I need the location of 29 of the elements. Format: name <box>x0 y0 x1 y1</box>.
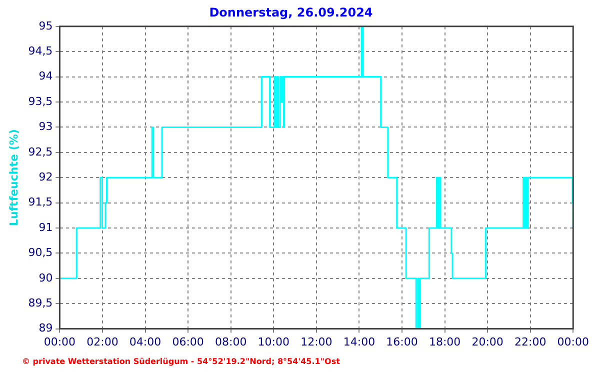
y-tick-label: 93,5 <box>28 94 53 108</box>
y-axis-title: Luftfeuchte (%) <box>7 129 20 226</box>
x-tick-label: 08:00 <box>214 335 247 348</box>
x-tick-label: 12:00 <box>300 335 332 348</box>
y-tick-label: 89,5 <box>28 296 53 310</box>
y-tick-label: 90 <box>38 271 53 284</box>
x-tick-label: 14:00 <box>343 335 376 348</box>
x-tick-label: 00:00 <box>44 335 76 348</box>
x-tick-label: 06:00 <box>172 335 204 348</box>
y-tick-label: 91,5 <box>28 196 53 209</box>
y-tick-label: 89 <box>38 322 53 335</box>
chart-title: Donnerstag, 26.09.2024 <box>209 5 373 20</box>
x-tick-label: 16:00 <box>386 335 418 348</box>
y-tick-label: 94 <box>38 70 53 83</box>
x-tick-label: 10:00 <box>258 335 290 348</box>
y-tick-label: 93 <box>38 120 53 134</box>
y-tick-label: 92 <box>38 170 53 184</box>
y-tick-label: 90,5 <box>28 246 53 260</box>
x-tick-label: 20:00 <box>472 335 504 348</box>
x-tick-label: 22:00 <box>514 335 546 348</box>
y-tick-label: 92,5 <box>28 145 53 158</box>
x-tick-label: 18:00 <box>428 335 461 348</box>
x-tick-label: 00:00 <box>557 335 589 348</box>
text: © private Wetterstation Süderlügum - 54°52'19.2"Nord; 8°54'45.1"Ost <box>22 357 340 366</box>
y-tick-label: 91 <box>38 220 53 234</box>
x-tick-label: 02:00 <box>86 335 118 348</box>
y-tick-label: 94,5 <box>28 44 53 58</box>
y-tick-label: 95 <box>38 19 53 32</box>
x-tick-label: 04:00 <box>129 335 162 348</box>
